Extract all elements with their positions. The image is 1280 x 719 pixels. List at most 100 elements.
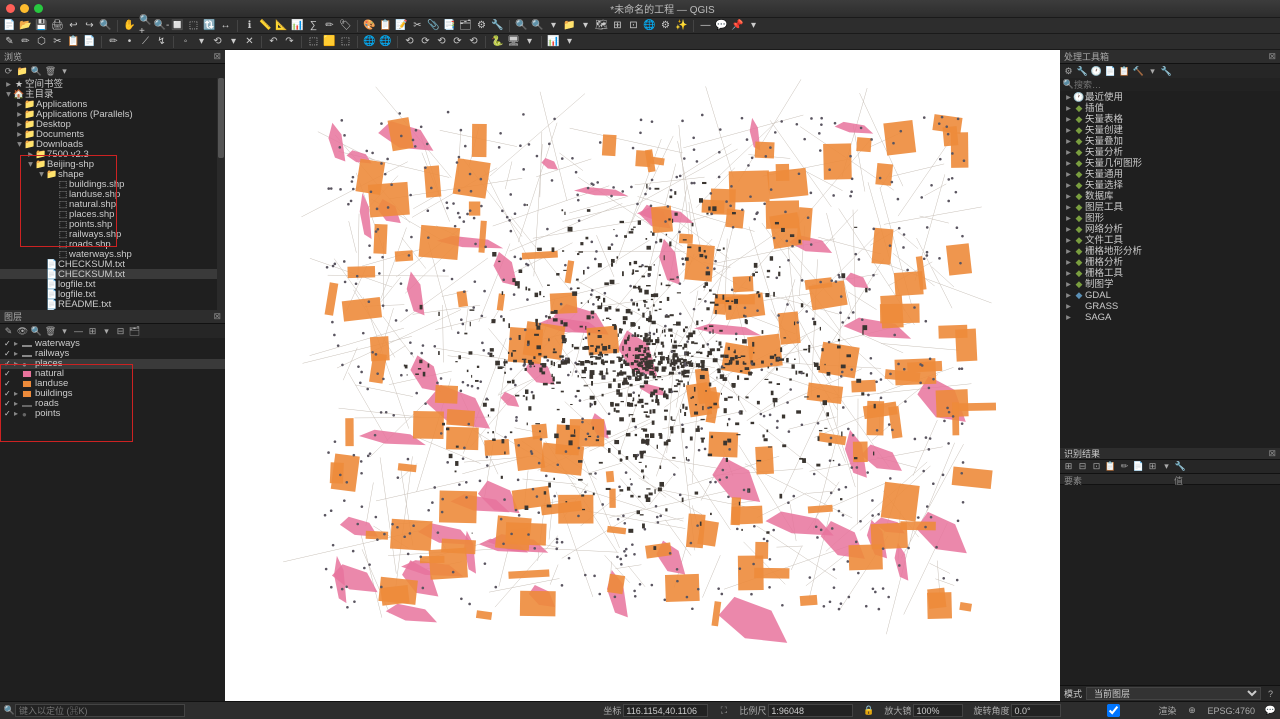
toolbar-button[interactable]: ⊞ (611, 19, 624, 32)
layer-item[interactable]: ✓▸railways (0, 349, 225, 359)
toolbar-button[interactable]: ✏ (107, 35, 120, 48)
toolbox-tb-button[interactable]: 🔧 (1161, 66, 1172, 77)
browser-tb-button[interactable]: 🔍 (31, 66, 42, 77)
layers-tb-button[interactable]: ⊞ (87, 326, 98, 337)
results-tb-button[interactable]: ⊞ (1147, 461, 1158, 472)
layers-tb-button[interactable]: 🗂 (129, 326, 140, 337)
results-tb-button[interactable]: ✏ (1119, 461, 1130, 472)
layers-tree[interactable]: ✓▸waterways✓▸railways✓▸●places✓natural✓l… (0, 338, 225, 420)
browser-item[interactable]: ▾📁shape (0, 169, 225, 179)
locator-input[interactable] (15, 704, 185, 717)
browser-item[interactable]: 📄CHECKSUM.txt (0, 259, 225, 269)
browser-item[interactable]: ▸★空间书签 (0, 79, 225, 89)
toolbox-tb-button[interactable]: 🕐 (1091, 66, 1102, 77)
toolbar-button[interactable]: 🏷 (339, 19, 352, 32)
toolbar-button[interactable]: ↔ (219, 19, 232, 32)
toolbar-button[interactable]: ✂ (411, 19, 424, 32)
toolbar-button[interactable]: ▾ (523, 35, 536, 48)
algorithm-group[interactable]: ▸GRASS (1060, 301, 1280, 312)
toolbar-button[interactable]: 🔍 (531, 19, 544, 32)
algorithm-group[interactable]: ▸◆GDAL (1060, 290, 1280, 301)
layer-item[interactable]: ✓▸buildings (0, 389, 225, 399)
toolbar-button[interactable]: ⬚ (307, 35, 320, 48)
toolbar-button[interactable]: 💾 (35, 19, 48, 32)
toolbar-button[interactable]: ⟲ (435, 35, 448, 48)
toolbar-button[interactable]: ✨ (675, 19, 688, 32)
algorithm-group[interactable]: ▸◆网络分析 (1060, 224, 1280, 235)
toolbar-button[interactable]: 📋 (67, 35, 80, 48)
browser-item[interactable]: ⬚places.shp (0, 209, 225, 219)
browser-item[interactable]: 📄README.txt (0, 309, 225, 310)
toolbar-button[interactable]: ⚙ (659, 19, 672, 32)
toolbar-button[interactable]: ⟳ (419, 35, 432, 48)
toolbar-button[interactable]: 🔧 (491, 19, 504, 32)
browser-tb-button[interactable]: 📁 (17, 66, 28, 77)
minimize-window-icon[interactable] (20, 4, 29, 13)
toolbar-button[interactable]: ✏ (323, 19, 336, 32)
toolbar-button[interactable]: ▾ (563, 35, 576, 48)
browser-item[interactable]: ⬚railways.shp (0, 229, 225, 239)
toolbar-button[interactable]: 📐 (275, 19, 288, 32)
layer-item[interactable]: ✓landuse (0, 379, 225, 389)
browser-scrollbar[interactable] (217, 78, 225, 310)
toolbar-button[interactable]: ∑ (307, 19, 320, 32)
toolbar-button[interactable]: 🔍 (99, 19, 112, 32)
close-window-icon[interactable] (6, 4, 15, 13)
toolbox-search-input[interactable] (1074, 80, 1277, 90)
browser-item[interactable]: 📄logfile.txt (0, 279, 225, 289)
browser-item[interactable]: ▸📁Documents (0, 129, 225, 139)
coord-input[interactable] (623, 704, 708, 717)
toolbar-button[interactable]: ▾ (227, 35, 240, 48)
toolbox-tb-button[interactable]: 📋 (1119, 66, 1130, 77)
results-tb-button[interactable]: ⊞ (1063, 461, 1074, 472)
algorithm-group[interactable]: ▸◆插值 (1060, 103, 1280, 114)
toolbar-button[interactable]: 📁 (563, 19, 576, 32)
toolbar-button[interactable]: 📌 (731, 19, 744, 32)
toolbar-button[interactable]: ✂ (51, 35, 64, 48)
results-tb-button[interactable]: 📄 (1133, 461, 1144, 472)
toolbar-button[interactable]: 📝 (395, 19, 408, 32)
browser-item[interactable]: ⬚natural.shp (0, 199, 225, 209)
toolbar-button[interactable]: ℹ (243, 19, 256, 32)
toolbar-button[interactable]: ↶ (267, 35, 280, 48)
toolbar-button[interactable]: ↷ (283, 35, 296, 48)
toolbar-button[interactable]: 💬 (715, 19, 728, 32)
algorithm-tree[interactable]: ▸🕐最近使用▸◆插值▸◆矢量表格▸◆矢量创建▸◆矢量叠加▸◆矢量分析▸◆矢量几何… (1060, 91, 1280, 448)
layers-tb-button[interactable]: ▾ (101, 326, 112, 337)
algorithm-group[interactable]: ▸◆文件工具 (1060, 235, 1280, 246)
toolbar-button[interactable]: ⚙ (475, 19, 488, 32)
layers-tb-button[interactable]: 🔍 (31, 326, 42, 337)
toolbar-button[interactable]: 📄 (3, 19, 16, 32)
messages-icon[interactable]: 💬 (1265, 705, 1276, 716)
toolbar-button[interactable]: 🔍 (515, 19, 528, 32)
panel-close-icon[interactable]: ⊠ (1268, 51, 1276, 62)
toolbar-button[interactable]: 🌐 (379, 35, 392, 48)
browser-item[interactable]: ▸📁Applications (0, 99, 225, 109)
toolbar-button[interactable]: ✋ (123, 19, 136, 32)
layers-tb-button[interactable]: — (73, 326, 84, 337)
toolbar-button[interactable]: ↯ (155, 35, 168, 48)
toolbar-button[interactable]: ↪ (83, 19, 96, 32)
toolbox-tb-button[interactable]: 📄 (1105, 66, 1116, 77)
toolbar-button[interactable]: 📋 (379, 19, 392, 32)
toolbar-button[interactable]: 🖥 (507, 35, 520, 48)
layers-tb-button[interactable]: ✎ (3, 326, 14, 337)
algorithm-group[interactable]: ▸◆矢量叠加 (1060, 136, 1280, 147)
layers-tb-button[interactable]: ▾ (59, 326, 70, 337)
algorithm-group[interactable]: ▸◆矢量选择 (1060, 180, 1280, 191)
layer-item[interactable]: ✓natural (0, 369, 225, 379)
algorithm-group[interactable]: ▸◆矢量创建 (1060, 125, 1280, 136)
layers-tb-button[interactable]: 👁 (17, 326, 28, 337)
toolbar-button[interactable]: 🔍+ (139, 19, 152, 32)
browser-item[interactable]: ⬚landuse.shp (0, 189, 225, 199)
toolbar-button[interactable]: 🎨 (363, 19, 376, 32)
render-checkbox[interactable] (1071, 704, 1156, 717)
layers-tb-button[interactable]: 🗑 (45, 326, 56, 337)
toolbar-button[interactable]: ▾ (547, 19, 560, 32)
layers-tb-button[interactable]: ⊟ (115, 326, 126, 337)
toolbar-button[interactable]: ◦ (179, 35, 192, 48)
browser-tb-button[interactable]: 🗑 (45, 66, 56, 77)
toolbar-button[interactable]: 📑 (443, 19, 456, 32)
algorithm-group[interactable]: ▸◆栅格工具 (1060, 268, 1280, 279)
results-tb-button[interactable]: ▾ (1161, 461, 1172, 472)
